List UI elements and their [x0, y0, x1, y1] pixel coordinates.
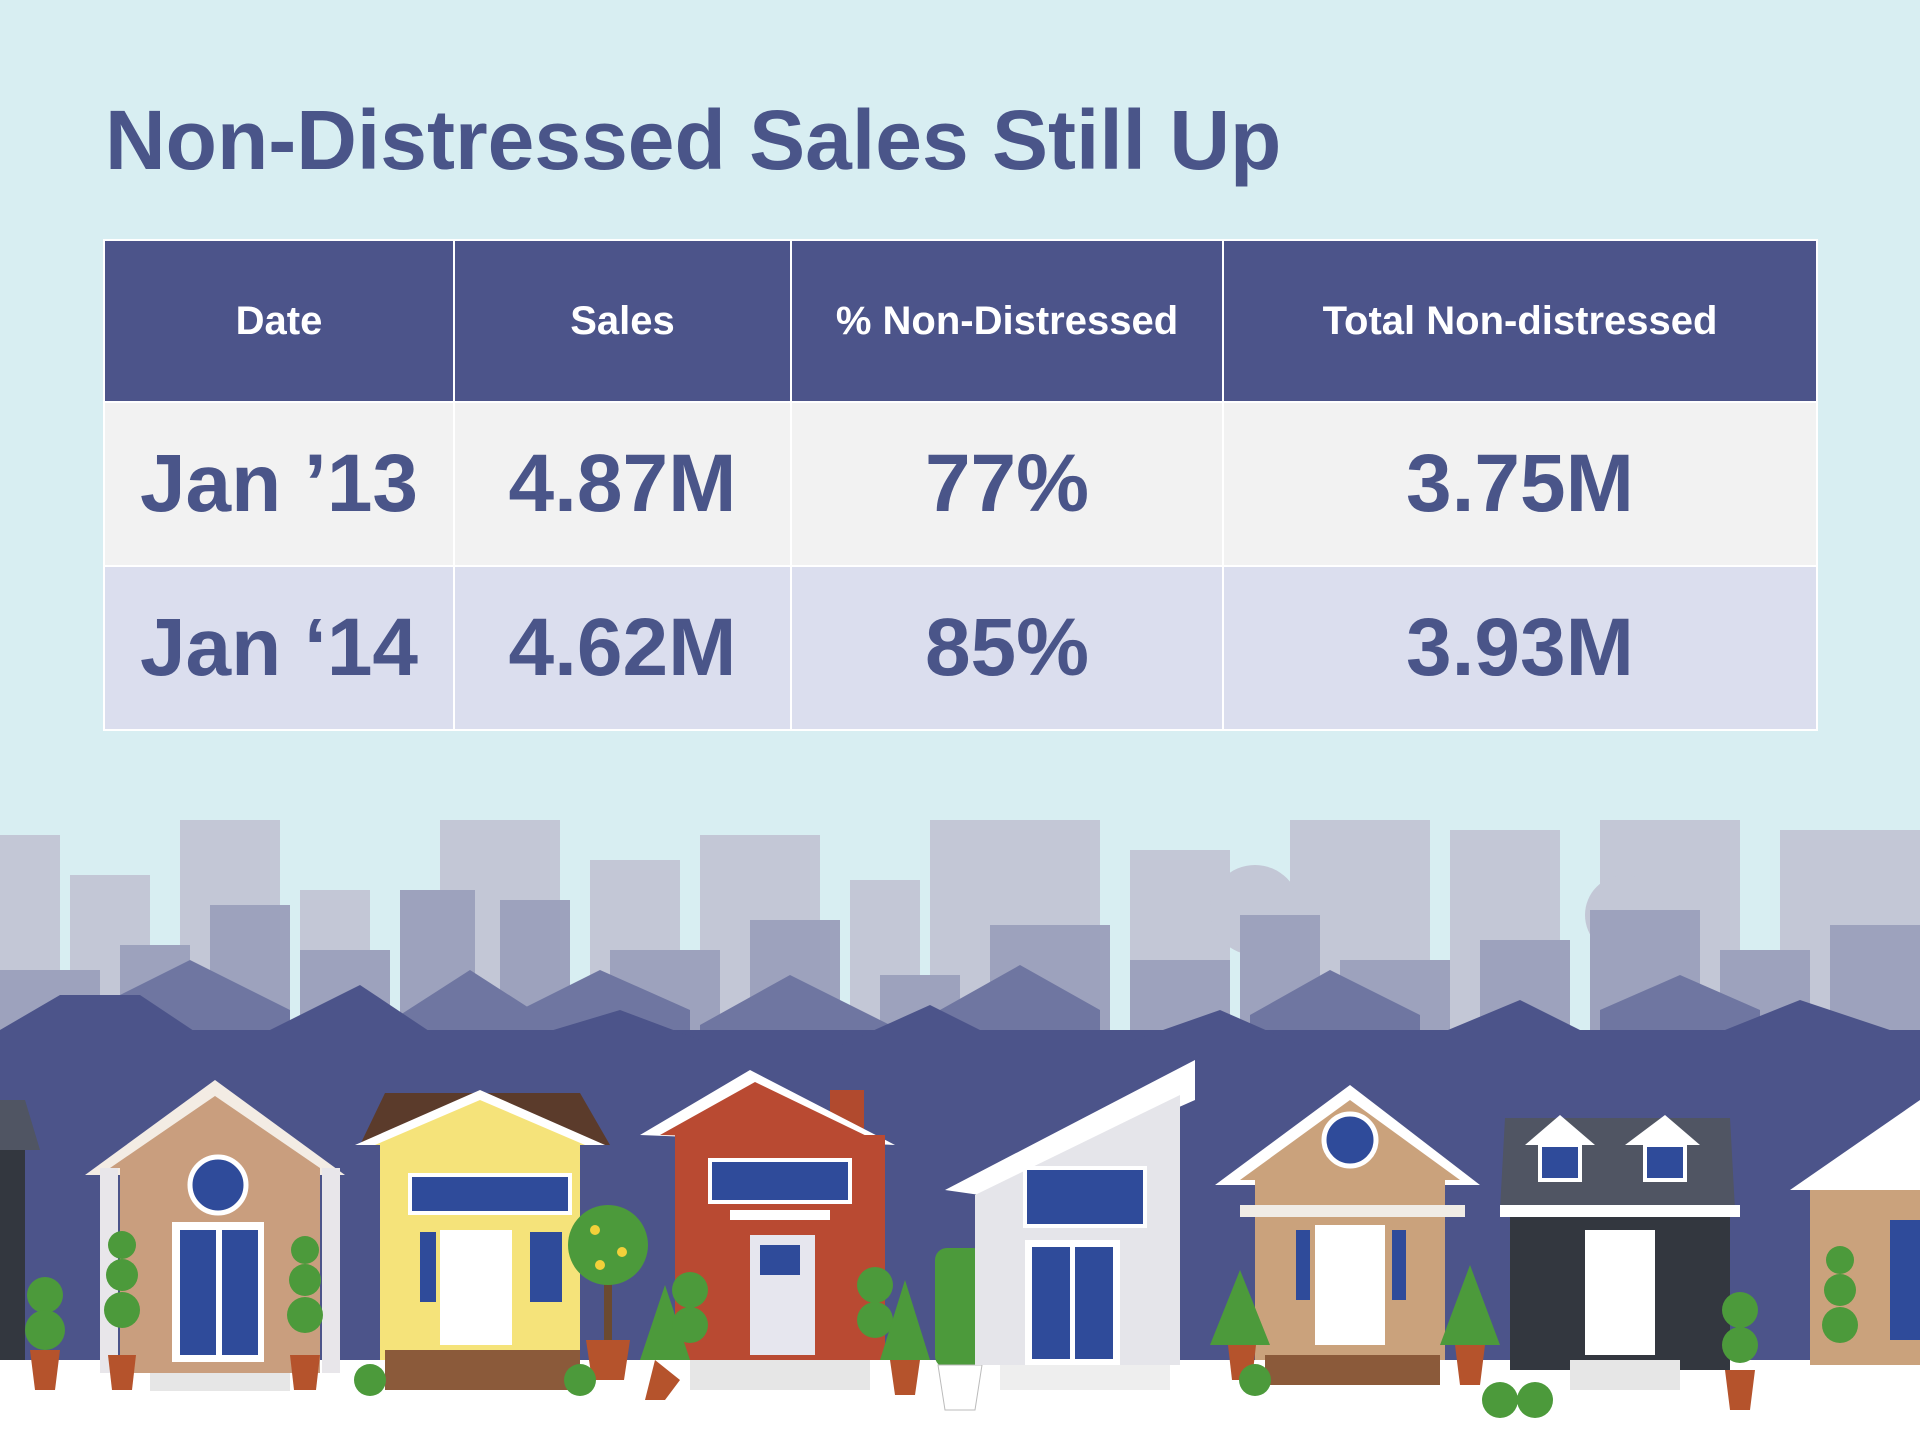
- cell-sales: 4.62M: [453, 565, 792, 731]
- header-date: Date: [103, 239, 455, 403]
- cell-date: Jan ‘14: [103, 565, 455, 731]
- cell-sales: 4.87M: [453, 401, 792, 567]
- cell-pct: 77%: [790, 401, 1224, 567]
- hedge-topiary: [935, 1248, 985, 1411]
- sales-table: Date Sales % Non-Distressed Total Non-di…: [103, 239, 1818, 731]
- cell-total: 3.93M: [1222, 565, 1818, 731]
- table-row: Jan ‘14 4.62M 85% 3.93M: [103, 565, 1818, 731]
- house-partial-right: [1790, 1100, 1920, 1365]
- cell-total: 3.75M: [1222, 401, 1818, 567]
- header-pct-non-distressed: % Non-Distressed: [790, 239, 1224, 403]
- house-tan-siding: [1215, 1085, 1480, 1385]
- house-yellow: [355, 1090, 610, 1390]
- slide-title: Non-Distressed Sales Still Up: [105, 93, 1282, 187]
- table-header-row: Date Sales % Non-Distressed Total Non-di…: [103, 239, 1818, 403]
- shrubs: [25, 1231, 1858, 1418]
- header-total-non-distressed: Total Non-distressed: [1222, 239, 1818, 403]
- cell-pct: 85%: [790, 565, 1224, 731]
- cell-date: Jan ’13: [103, 401, 455, 567]
- table-row: Jan ’13 4.87M 77% 3.75M: [103, 401, 1818, 567]
- header-sales: Sales: [453, 239, 792, 403]
- neighborhood-illustration: [0, 820, 1920, 1440]
- house-partial-left: [0, 1100, 40, 1360]
- house-red: [640, 1070, 895, 1390]
- house-white: [945, 1060, 1195, 1390]
- house-tan: [85, 1080, 345, 1391]
- house-gray: [1500, 1115, 1740, 1390]
- lemon-tree: [568, 1205, 648, 1380]
